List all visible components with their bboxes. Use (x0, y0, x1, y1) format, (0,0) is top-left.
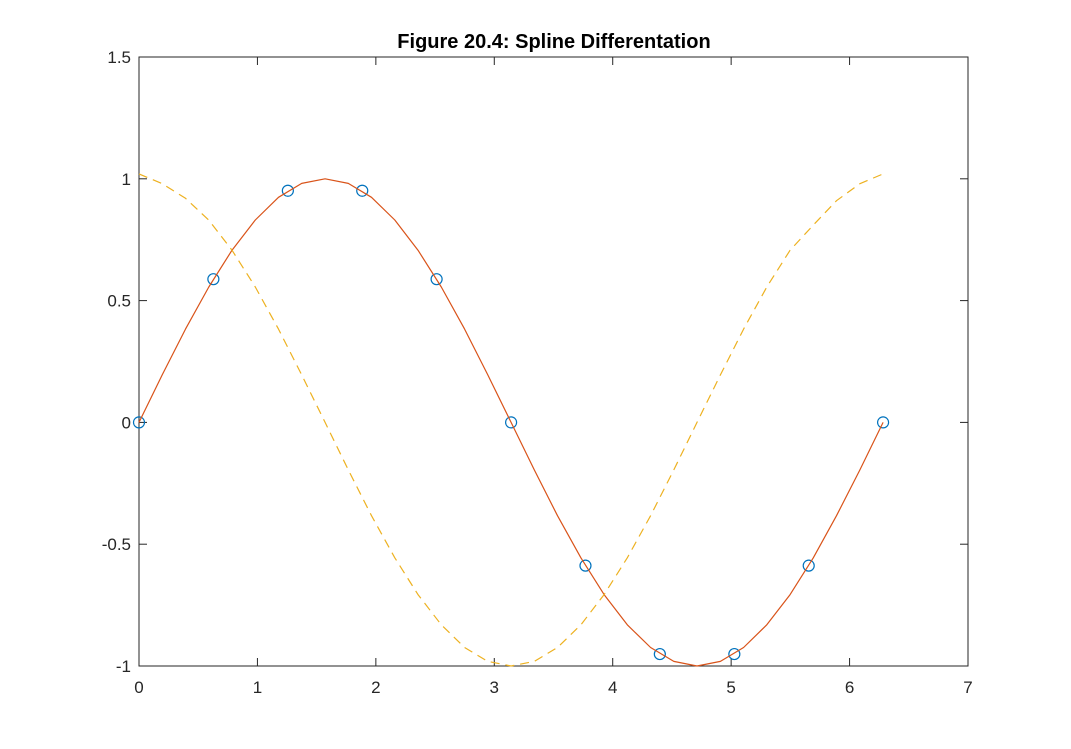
y-tick-label: -1 (116, 657, 131, 676)
x-tick-label: 3 (490, 678, 499, 697)
axes-box (138, 56, 969, 667)
data-point-marker (876, 416, 890, 429)
data-point-marker (802, 559, 815, 572)
x-tick-label: 0 (134, 678, 143, 697)
data-point-marker (579, 559, 592, 572)
y-tick-label: 1 (122, 170, 131, 189)
x-tick-label: 7 (963, 678, 972, 697)
data-point-marker (281, 184, 294, 197)
y-tick-label: 0.5 (107, 292, 131, 311)
data-point-marker (653, 647, 666, 661)
y-tick-label: 1.5 (107, 48, 131, 67)
x-tick-label: 1 (253, 678, 262, 697)
plot-area: 0 1 2 3 4 5 6 7 -1 -0.5 0 0.5 1 1.5 (102, 48, 973, 697)
x-tick-label: 4 (608, 678, 617, 697)
y-tick-label: -0.5 (102, 535, 131, 554)
x-tick-label: 6 (845, 678, 854, 697)
x-tick-label: 5 (726, 678, 735, 697)
chart-title: Figure 20.4: Spline Differentation (397, 31, 710, 53)
data-point-marker (132, 416, 146, 429)
data-point-marker (356, 184, 369, 197)
data-point-marker (430, 273, 443, 286)
spline-solid-line (138, 178, 884, 667)
data-point-marker (728, 647, 741, 661)
data-point-marker (207, 273, 220, 286)
derivative-dashed-line (138, 173, 884, 667)
y-tick-label: 0 (122, 413, 131, 432)
x-tick-label: 2 (371, 678, 380, 697)
data-point-marker (505, 416, 518, 429)
